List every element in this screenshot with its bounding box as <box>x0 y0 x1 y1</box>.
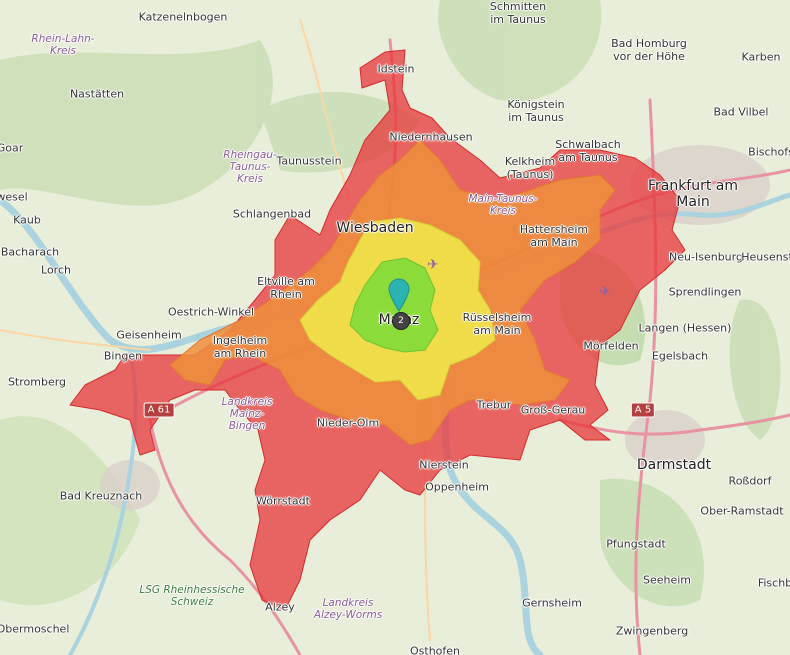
region-label: Rheingau- Taunus- Kreis <box>223 149 277 185</box>
region-label: Landkreis Mainz- Bingen <box>221 396 273 432</box>
forest-area <box>0 416 140 606</box>
place-label: Kaub <box>13 213 41 227</box>
place-label: Bad Kreuznach <box>59 489 143 503</box>
place-label: Eltville am Rhein <box>257 275 315 301</box>
place-label: Geisenheim <box>116 328 182 342</box>
zone-green <box>349 257 439 353</box>
forest-area <box>729 299 781 440</box>
region-label: Landkreis Alzey-Worms <box>313 597 383 621</box>
place-label: Osthofen <box>409 644 461 655</box>
place-label: Hattersheim am Main <box>519 223 589 249</box>
place-label: Ober-Ramstadt <box>700 504 784 518</box>
region-label: Rhein-Lahn- Kreis <box>31 33 95 57</box>
place-label: Obermoschel <box>0 622 70 636</box>
place-label: Bischofs <box>748 145 790 159</box>
place-label: Idstein <box>377 62 415 76</box>
region-label: LSG Rheinhessische Schweiz <box>139 584 245 608</box>
place-label: Zwingenberg <box>615 624 689 638</box>
place-label: Frankfurt am Main <box>647 178 739 210</box>
primary-road <box>0 329 151 351</box>
place-label: Neu-Isenburg <box>669 250 743 264</box>
map-pin-icon[interactable] <box>387 278 411 312</box>
forest-area <box>600 478 704 607</box>
place-label: Oppenheim <box>425 480 489 494</box>
place-label: Nierstein <box>419 458 469 472</box>
place-label: Katzenelnbogen <box>138 10 228 24</box>
place-label: Egelsbach <box>651 349 709 363</box>
place-label: Ingelheim am Rhein <box>212 334 268 360</box>
cluster-count-badge[interactable]: 2 <box>392 312 410 330</box>
place-label: Groß-Gerau <box>520 403 586 417</box>
primary-road <box>299 19 351 201</box>
place-label: Rüsselsheim am Main <box>462 311 532 337</box>
place-label: Bacharach <box>0 245 60 259</box>
place-label: Bingen <box>103 349 143 363</box>
place-label: wesel <box>0 190 28 204</box>
place-label: Sprendlingen <box>668 285 742 299</box>
place-label: Nastätten <box>69 87 125 101</box>
place-label: Fischb <box>757 576 790 590</box>
place-label: Seeheim <box>642 573 692 587</box>
place-label: Schmitten im Taunus <box>489 0 547 26</box>
place-label: Roßdorf <box>728 474 772 488</box>
place-label: Bad Vilbel <box>713 105 769 119</box>
place-label: Darmstadt <box>636 457 712 473</box>
place-label: Königstein im Taunus <box>507 98 565 124</box>
place-label: Heusenst <box>741 250 790 264</box>
place-label: Karben <box>741 50 781 64</box>
place-label: Bad Homburg vor der Höhe <box>611 37 687 63</box>
place-label: Lorch <box>41 263 71 277</box>
place-label: Pfungstadt <box>606 537 666 551</box>
place-label: Taunusstein <box>276 154 342 168</box>
region-label: Main-Taunus- Kreis <box>468 193 538 217</box>
place-label: Schwalbach am Taunus <box>555 138 621 164</box>
place-label: Wörrstadt <box>256 494 310 508</box>
road-shield: A 5 <box>630 402 656 418</box>
place-label: Wiesbaden <box>336 220 414 236</box>
place-label: Kelkheim (Taunus) <box>504 155 556 181</box>
place-label: Alzey <box>265 600 295 614</box>
place-label: Schlangenbad <box>232 207 312 221</box>
place-label: Niedernhausen <box>389 130 473 144</box>
place-label: Gernsheim <box>522 596 582 610</box>
place-label: Nieder-Olm <box>316 416 380 430</box>
place-label: Goar <box>0 141 24 155</box>
place-label: Stromberg <box>7 375 67 389</box>
forest-area <box>0 40 273 206</box>
forest-area <box>438 0 602 102</box>
motorway <box>148 418 302 655</box>
airport-icon: ✈ <box>599 284 611 300</box>
place-label: Mörfelden <box>583 339 639 353</box>
place-label: Langen (Hessen) <box>638 321 732 335</box>
road-shield: A 61 <box>143 402 175 418</box>
place-label: Trebur <box>476 398 512 412</box>
airport-icon: ✈ <box>427 257 439 273</box>
urban-area <box>100 460 160 510</box>
place-label: Oestrich-Winkel <box>167 305 255 319</box>
